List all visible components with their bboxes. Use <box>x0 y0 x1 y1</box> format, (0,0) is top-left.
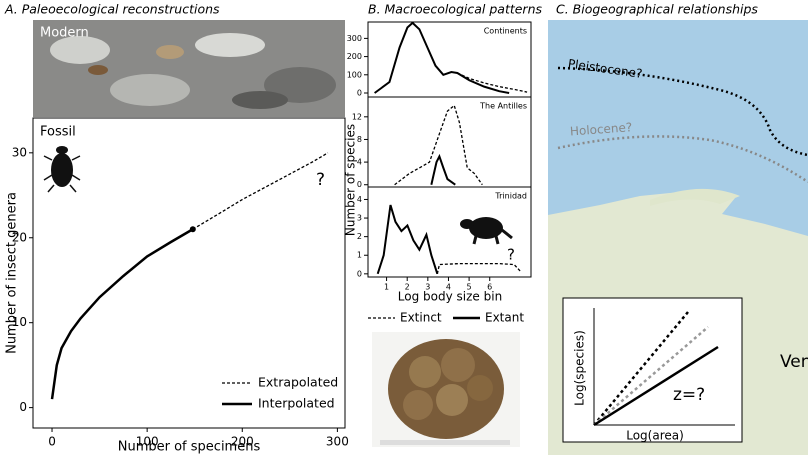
y-tick-label: 4 <box>357 195 362 204</box>
panel-title: C. Biogeographical relationships <box>556 2 758 17</box>
y-tick-label: 2 <box>357 232 362 241</box>
y-tick-label: 1 <box>357 251 362 260</box>
fossil-photo <box>372 332 520 447</box>
series-line <box>376 204 439 275</box>
series-line <box>457 72 528 93</box>
series-line <box>436 262 522 274</box>
x-axis-label: Log body size bin <box>398 290 502 304</box>
panel-title: B. Macroecological patterns <box>368 2 542 17</box>
y-tick-label: 30 <box>12 145 27 159</box>
x-tick-label: 2 <box>405 283 410 292</box>
panel-subtitle: Trinidad <box>494 192 527 201</box>
y-tick-label: 8 <box>357 135 362 144</box>
map-label: Ven <box>780 352 808 372</box>
series-line <box>192 152 329 230</box>
y-tick-label: 300 <box>347 34 362 43</box>
y-axis-label: Number of species <box>344 124 358 236</box>
panel-subtitle: The Antilles <box>479 102 527 111</box>
plot-frame <box>367 186 532 278</box>
y-tick-label: 0 <box>357 88 362 97</box>
armadillo-icon <box>460 217 513 245</box>
x-tick-label: 5 <box>467 283 472 292</box>
y-axis-label: Number of insect genera <box>5 192 20 354</box>
panel-label: Fossil <box>40 125 76 140</box>
x-tick-label: 4 <box>446 283 451 292</box>
y-tick-label: 20 <box>12 230 27 244</box>
x-tick-label: 200 <box>231 435 254 449</box>
x-tick-label: 1 <box>384 283 389 292</box>
plot-frame <box>367 96 532 188</box>
legend-label: Extinct <box>400 311 442 325</box>
series-line <box>430 153 456 186</box>
series-line <box>374 21 510 94</box>
y-tick-label: 0 <box>19 400 27 414</box>
inset-axis-label: Log(species) <box>573 330 587 406</box>
point <box>189 226 196 233</box>
y-tick-label: 100 <box>347 70 362 79</box>
series-line <box>50 228 194 400</box>
y-tick-label: 10 <box>12 315 27 329</box>
y-tick-label: 3 <box>357 214 362 223</box>
y-tick-label: 12 <box>352 112 362 121</box>
inset-axis-label: Log(area) <box>626 429 684 443</box>
species-area-inset <box>562 297 743 443</box>
series-line <box>394 104 483 186</box>
x-tick-label: 0 <box>48 435 56 449</box>
modern-photo <box>33 20 345 117</box>
beetle-icon <box>43 146 81 193</box>
annotation: ? <box>316 170 325 190</box>
legend-label: Interpolated <box>258 396 335 411</box>
x-tick-label: 6 <box>487 283 492 292</box>
map-label: Holocene? <box>569 120 632 138</box>
photo-label: Modern <box>40 26 89 41</box>
y-tick-label: 200 <box>347 52 362 61</box>
x-axis-label: Number of specimens <box>118 440 261 455</box>
x-tick-label: 100 <box>136 435 159 449</box>
x-tick-label: 3 <box>425 283 430 292</box>
panel-title: A. Paleoecological reconstructions <box>4 2 220 17</box>
y-tick-label: 0 <box>357 180 362 189</box>
annotation: ? <box>507 246 515 264</box>
legend-label: Extrapolated <box>258 375 338 390</box>
y-tick-label: 0 <box>357 269 362 278</box>
inset-annotation: z=? <box>673 385 705 405</box>
panel-subtitle: Continents <box>484 27 527 36</box>
plot-frame <box>32 117 346 429</box>
x-tick-label: 300 <box>326 435 349 449</box>
y-tick-label: 4 <box>357 158 362 167</box>
legend-label: Extant <box>485 311 524 325</box>
